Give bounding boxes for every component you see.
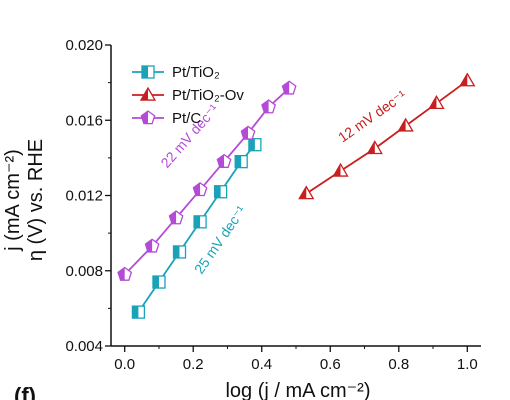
legend-entry: Pt/TiO₂ [132, 64, 220, 81]
x-tick-label: 0.2 [183, 356, 204, 373]
data-point [216, 153, 232, 168]
data-point [213, 185, 228, 199]
data-point [240, 125, 256, 140]
y-axis-title: η (V) vs. RHE [25, 139, 47, 261]
x-axis-title: log (j / mA cm⁻²) [225, 380, 370, 400]
data-point [261, 99, 277, 114]
data-point [172, 245, 187, 259]
slope-label: 12 mV dec⁻¹ [335, 87, 409, 146]
data-point [281, 80, 297, 95]
y-tick-label: 0.012 [65, 188, 103, 205]
data-point [366, 140, 383, 155]
data-point [234, 154, 248, 169]
legend-marker [141, 65, 155, 79]
data-point [459, 72, 476, 87]
data-point [192, 182, 208, 197]
ticks-layer: 0.004 0.008 0.012 0.016 0.020 0.0 0.2 0.4 0.6 0.8… [65, 37, 477, 373]
data-point [397, 117, 414, 132]
series-layer [117, 72, 476, 319]
y-tick-label: 0.008 [65, 263, 103, 280]
legend-marker [140, 110, 156, 125]
legend-entry: Pt/C [132, 110, 201, 127]
data-point [117, 266, 133, 281]
series-2 [117, 80, 297, 281]
slope-label: 25 mV dec⁻¹ [191, 202, 249, 276]
legend-entry: Pt/TiO₂-Ov [132, 86, 244, 104]
data-point [152, 275, 166, 289]
legend-label: Pt/TiO₂ [172, 64, 220, 81]
data-point [248, 138, 262, 152]
x-tick-label: 1.0 [457, 356, 478, 373]
x-tick-label: 0.4 [251, 356, 272, 373]
data-point [131, 305, 146, 319]
y-tick-label: 0.020 [65, 37, 103, 54]
legend-label: Pt/TiO₂-Ov [172, 87, 244, 104]
legend-marker [139, 86, 157, 101]
series-0 [131, 138, 262, 319]
y-tick-label: 0.004 [65, 338, 103, 355]
panel-label: (f) [14, 383, 36, 400]
y-tick-label: 0.016 [65, 112, 103, 129]
x-tick-label: 0.6 [320, 356, 341, 373]
data-point [144, 238, 160, 253]
legend-label: Pt/C [172, 110, 201, 127]
x-tick-label: 0.0 [114, 356, 135, 373]
x-tick-label: 0.8 [388, 356, 409, 373]
data-point [428, 95, 445, 110]
y-axis-title-partial: j (mA cm⁻²) [2, 149, 24, 252]
data-point [193, 215, 207, 229]
data-point [298, 185, 315, 200]
legend: Pt/TiO₂ Pt/TiO₂-Ov Pt/C [132, 64, 244, 127]
data-point [168, 210, 184, 225]
data-point [332, 162, 349, 177]
series-1 [298, 72, 476, 200]
axes-layer [110, 45, 481, 347]
